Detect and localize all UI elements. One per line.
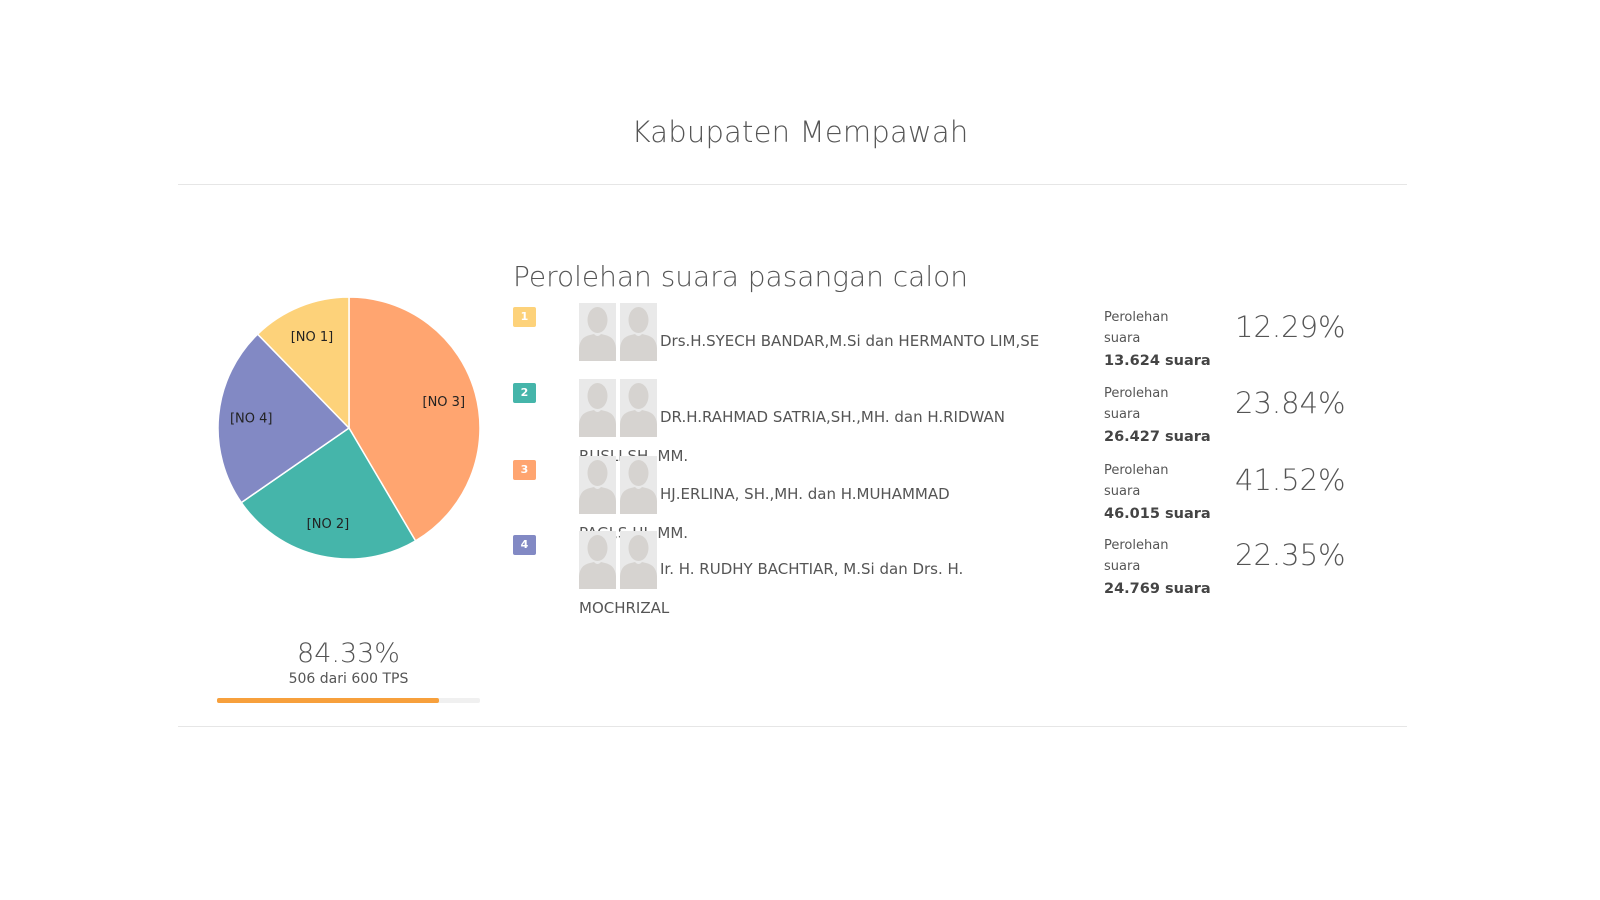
vote-label: Perolehan suara — [1104, 538, 1169, 574]
person-silhouette-icon — [579, 456, 616, 514]
progress-fill — [217, 698, 439, 703]
vote-info: Perolehan suara 46.015 suara — [1104, 460, 1224, 525]
person-silhouette-icon — [620, 379, 657, 437]
bottom-divider — [178, 726, 1407, 727]
person-silhouette-icon — [620, 303, 657, 361]
person-silhouette-icon — [579, 379, 616, 437]
vote-info: Perolehan suara 24.769 suara — [1104, 535, 1224, 600]
candidate-photos — [579, 456, 659, 514]
vote-info: Perolehan suara 26.427 suara — [1104, 383, 1224, 448]
vote-info: Perolehan suara 13.624 suara — [1104, 307, 1224, 372]
candidate-photos — [579, 379, 659, 437]
vote-count: 26.427 suara — [1104, 429, 1211, 445]
person-silhouette-icon — [579, 303, 616, 361]
pie-slice-no-2 — [240, 426, 417, 560]
person-silhouette-icon — [620, 456, 657, 514]
person-silhouette-icon — [620, 531, 657, 589]
candidate-number-badge: 4 — [513, 535, 536, 555]
vote-count: 24.769 suara — [1104, 581, 1211, 597]
vote-percent: 41.52% — [1235, 463, 1346, 497]
progress-percent: 84.33% — [297, 638, 400, 669]
candidate-row-3: 3 HJ.ERLINA, SH.,MH. dan H.MUHAMMAD PAGI… — [513, 456, 1346, 542]
vote-pie-chart: [NO 3] [NO 2] [NO 4] [NO 1] — [217, 296, 481, 560]
vote-percent: 23.84% — [1235, 386, 1346, 420]
pie-slice-no-4 — [217, 333, 351, 504]
candidate-photos — [579, 531, 659, 589]
vote-label: Perolehan suara — [1104, 310, 1169, 346]
pie-slice-no-3 — [348, 296, 481, 542]
tps-progress: 84.33% 506 dari 600 TPS — [217, 638, 480, 703]
candidate-number-badge: 2 — [513, 383, 536, 403]
candidate-row-2: 2 DR.H.RAHMAD SATRIA,SH.,MH. dan H.RIDWA… — [513, 379, 1346, 465]
candidate-name: Ir. H. RUDHY BACHTIAR, M.Si dan Drs. H. … — [579, 560, 964, 617]
results-title: Perolehan suara pasangan calon — [513, 260, 968, 293]
vote-percent: 12.29% — [1235, 310, 1346, 344]
pie-slice-no-1 — [256, 296, 350, 430]
vote-percent: 22.35% — [1235, 538, 1346, 572]
vote-count: 46.015 suara — [1104, 506, 1211, 522]
vote-label: Perolehan suara — [1104, 463, 1169, 499]
candidate-row-4: 4 Ir. H. RUDHY BACHTIAR, M.Si dan Drs. H… — [513, 531, 1346, 617]
candidate-name: Drs.H.SYECH BANDAR,M.Si dan HERMANTO LIM… — [660, 332, 1040, 350]
pie-label: [NO 1] — [291, 330, 334, 345]
vote-count: 13.624 suara — [1104, 353, 1211, 369]
candidate-photos — [579, 303, 659, 361]
candidate-number-badge: 3 — [513, 460, 536, 480]
vote-label: Perolehan suara — [1104, 386, 1169, 422]
pie-label: [NO 2] — [307, 517, 350, 532]
progress-track — [217, 698, 480, 703]
progress-caption: 506 dari 600 TPS — [288, 671, 409, 687]
candidate-number-badge: 1 — [513, 307, 536, 327]
candidate-row-1: 1 Drs.H.SYECH BANDAR,M.Si dan HERMANTO L… — [513, 303, 1346, 379]
person-silhouette-icon — [579, 531, 616, 589]
pie-label: [NO 4] — [230, 412, 273, 427]
page-title: Kabupaten Mempawah — [631, 115, 969, 149]
top-divider — [178, 184, 1407, 185]
pie-label: [NO 3] — [423, 395, 466, 410]
